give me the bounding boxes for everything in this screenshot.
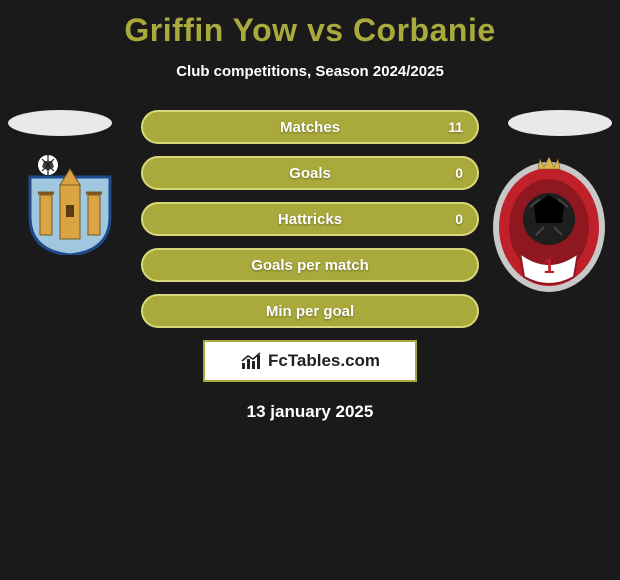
- bar-chart-icon: [240, 351, 264, 371]
- player-name-placeholder-right: [508, 110, 612, 136]
- stat-label: Goals per match: [251, 257, 369, 274]
- stat-value-right: 0: [455, 211, 463, 227]
- club-logo-right: 1: [490, 155, 608, 300]
- date-text: 13 january 2025: [0, 402, 620, 422]
- stat-row-goals-per-match: Goals per match: [141, 248, 479, 282]
- stat-label: Min per goal: [266, 303, 354, 320]
- stat-label: Hattricks: [278, 211, 342, 228]
- stat-row-hattricks: Hattricks 0: [141, 202, 479, 236]
- stat-label: Goals: [289, 165, 331, 182]
- stat-row-matches: Matches 11: [141, 110, 479, 144]
- brand-badge: FcTables.com: [203, 340, 417, 382]
- stat-value-right: 11: [448, 119, 463, 135]
- player-name-placeholder-left: [8, 110, 112, 136]
- stat-list: Matches 11 Goals 0 Hattricks 0 Goals per…: [141, 110, 479, 328]
- stat-row-min-per-goal: Min per goal: [141, 294, 479, 328]
- season-subtitle: Club competitions, Season 2024/2025: [0, 63, 620, 80]
- club-logo-left: [20, 155, 120, 260]
- comparison-area: 1 Matches 11 Goals 0 Hattricks 0 Goals p…: [0, 110, 620, 422]
- stat-row-goals: Goals 0: [141, 156, 479, 190]
- stat-label: Matches: [280, 119, 340, 136]
- logo-right-number: 1: [543, 256, 554, 278]
- stat-value-right: 0: [455, 165, 463, 181]
- brand-text: FcTables.com: [268, 351, 380, 371]
- page-title: Griffin Yow vs Corbanie: [0, 0, 620, 49]
